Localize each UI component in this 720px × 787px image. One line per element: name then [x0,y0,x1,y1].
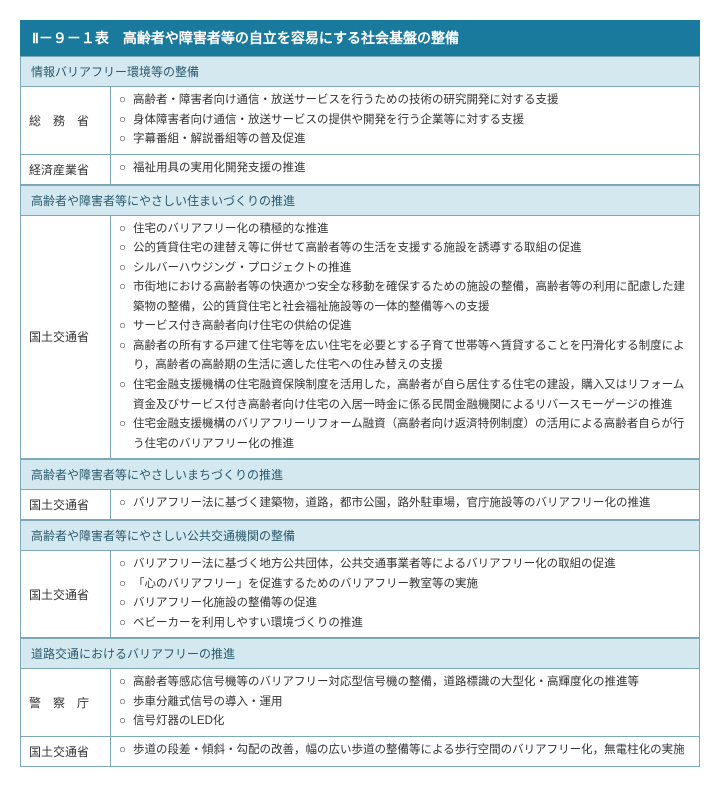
bullet-icon: ○ [119,376,133,415]
list-item: ○高齢者・障害者向け通信・放送サービスを行うための技術の研究開発に対する支援 [119,91,691,111]
table-row: 国土交通省○バリアフリー法に基づく地方公共団体，公共交通事業者等によるバリアフリ… [21,551,699,638]
bullet-icon: ○ [119,614,133,634]
content-cell: ○バリアフリー法に基づく地方公共団体，公共交通事業者等によるバリアフリー化の取組… [111,551,699,637]
bullet-icon: ○ [119,130,133,150]
item-text: バリアフリー法に基づく建築物，道路，都市公園，路外駐車場，官庁施設等のバリアフリ… [133,494,691,514]
table-title: Ⅱ－９－１表 高齢者や障害者等の自立を容易にする社会基盤の整備 [20,20,700,56]
item-text: バリアフリー化施設の整備等の促進 [133,594,691,614]
list-item: ○住宅金融支援機構のバリアフリーリフォーム融資（高齢者向け返済特例制度）の活用に… [119,415,691,454]
list-item: ○住宅のバリアフリー化の積極的な推進 [119,220,691,240]
bullet-icon: ○ [119,91,133,111]
table-row: 国土交通省 ○歩道の段差・傾斜・勾配の改善，幅の広い歩道の整備等による歩行空間のバ… [21,737,699,766]
table-row: 総 務 省○高齢者・障害者向け通信・放送サービスを行うための技術の研究開発に対す… [21,87,699,155]
list-item: ○「心のバリアフリー」を促進するためのバリアフリー教室等の実施 [119,575,691,595]
section-header: 高齢者や障害者等にやさしい公共交通機関の整備 [21,520,699,551]
content-cell: ○歩道の段差・傾斜・勾配の改善，幅の広い歩道の整備等による歩行空間のバリアフリー… [111,737,699,766]
ministry-cell: 総 務 省 [21,87,111,154]
item-text: 住宅金融支援機構のバリアフリーリフォーム融資（高齢者向け返済特例制度）の活用によ… [133,415,691,454]
bullet-icon: ○ [119,337,133,376]
list-item: ○バリアフリー法に基づく地方公共団体，公共交通事業者等によるバリアフリー化の取組… [119,555,691,575]
list-item: ○歩車分離式信号の導入・運用 [119,693,691,713]
item-text: シルバーハウジング・プロジェクトの推進 [133,259,691,279]
content-cell: ○バリアフリー法に基づく建築物，道路，都市公園，路外駐車場，官庁施設等のバリアフ… [111,490,699,519]
item-text: 歩車分離式信号の導入・運用 [133,693,691,713]
bullet-icon: ○ [119,575,133,595]
section-header: 高齢者や障害者等にやさしいまちづくりの推進 [21,459,699,490]
item-text: バリアフリー法に基づく地方公共団体，公共交通事業者等によるバリアフリー化の取組の… [133,555,691,575]
item-text: 福祉用具の実用化開発支援の推進 [133,159,691,179]
bullet-icon: ○ [119,220,133,240]
item-text: 市街地における高齢者等の快適かつ安全な移動を確保するための施設の整備，高齢者等の… [133,278,691,317]
list-item: ○公的賃貸住宅の建替え等に併せて高齢者等の生活を支援する施設を誘導する取組の促進 [119,239,691,259]
item-text: 高齢者・障害者向け通信・放送サービスを行うための技術の研究開発に対する支援 [133,91,691,111]
item-text: 住宅金融支援機構の住宅融資保険制度を活用した，高齢者が自ら居住する住宅の建設，購… [133,376,691,415]
item-text: 住宅のバリアフリー化の積極的な推進 [133,220,691,240]
bullet-icon: ○ [119,555,133,575]
list-item: ○高齢者等感応信号機等のバリアフリー対応型信号機の整備，道路標識の大型化・高輝度… [119,673,691,693]
content-cell: ○高齢者・障害者向け通信・放送サービスを行うための技術の研究開発に対する支援○身… [111,87,699,154]
item-text: 高齢者等感応信号機等のバリアフリー対応型信号機の整備，道路標識の大型化・高輝度化… [133,673,691,693]
bullet-icon: ○ [119,159,133,179]
content-table: 情報バリアフリー環境等の整備総 務 省○高齢者・障害者向け通信・放送サービスを行… [20,56,700,767]
item-text: 信号灯器のLED化 [133,712,691,732]
item-text: 字幕番組・解説番組等の普及促進 [133,130,691,150]
item-text: サービス付き高齢者向け住宅の供給の促進 [133,317,691,337]
bullet-icon: ○ [119,278,133,317]
content-cell: ○住宅のバリアフリー化の積極的な推進○公的賃貸住宅の建替え等に併せて高齢者等の生… [111,216,699,459]
bullet-icon: ○ [119,415,133,454]
item-text: ベビーカーを利用しやすい環境づくりの推進 [133,614,691,634]
ministry-cell: 警 察 庁 [21,669,111,736]
item-text: 歩道の段差・傾斜・勾配の改善，幅の広い歩道の整備等による歩行空間のバリアフリー化… [133,741,691,761]
bullet-icon: ○ [119,741,133,761]
list-item: ○信号灯器のLED化 [119,712,691,732]
list-item: ○シルバーハウジング・プロジェクトの推進 [119,259,691,279]
ministry-cell: 国土交通省 [21,551,111,637]
table-row: 経済産業省 ○福祉用具の実用化開発支援の推進 [21,155,699,185]
item-text: 「心のバリアフリー」を促進するためのバリアフリー教室等の実施 [133,575,691,595]
item-text: 身体障害者向け通信・放送サービスの提供や開発を行う企業等に対する支援 [133,111,691,131]
bullet-icon: ○ [119,494,133,514]
list-item: ○身体障害者向け通信・放送サービスの提供や開発を行う企業等に対する支援 [119,111,691,131]
item-text: 公的賃貸住宅の建替え等に併せて高齢者等の生活を支援する施設を誘導する取組の促進 [133,239,691,259]
bullet-icon: ○ [119,693,133,713]
list-item: ○福祉用具の実用化開発支援の推進 [119,159,691,179]
list-item: ○市街地における高齢者等の快適かつ安全な移動を確保するための施設の整備，高齢者等… [119,278,691,317]
list-item: ○ベビーカーを利用しやすい環境づくりの推進 [119,614,691,634]
section-header: 情報バリアフリー環境等の整備 [21,56,699,87]
ministry-cell: 経済産業省 [21,155,111,184]
bullet-icon: ○ [119,317,133,337]
bullet-icon: ○ [119,259,133,279]
list-item: ○高齢者の所有する戸建て住宅等を広い住宅を必要とする子育て世帯等へ賃貸することを… [119,337,691,376]
content-cell: ○高齢者等感応信号機等のバリアフリー対応型信号機の整備，道路標識の大型化・高輝度… [111,669,699,736]
list-item: ○住宅金融支援機構の住宅融資保険制度を活用した，高齢者が自ら居住する住宅の建設，… [119,376,691,415]
list-item: ○歩道の段差・傾斜・勾配の改善，幅の広い歩道の整備等による歩行空間のバリアフリー… [119,741,691,761]
list-item: ○バリアフリー化施設の整備等の促進 [119,594,691,614]
table-row: 国土交通省 ○バリアフリー法に基づく建築物，道路，都市公園，路外駐車場，官庁施設等… [21,490,699,520]
item-text: 高齢者の所有する戸建て住宅等を広い住宅を必要とする子育て世帯等へ賃貸することを円… [133,337,691,376]
ministry-cell: 国土交通省 [21,737,111,766]
ministry-cell: 国土交通省 [21,490,111,519]
bullet-icon: ○ [119,239,133,259]
section-header: 高齢者や障害者等にやさしい住まいづくりの推進 [21,185,699,216]
table-row: 国土交通省○住宅のバリアフリー化の積極的な推進○公的賃貸住宅の建替え等に併せて高… [21,216,699,460]
list-item: ○バリアフリー法に基づく建築物，道路，都市公園，路外駐車場，官庁施設等のバリアフ… [119,494,691,514]
table-row: 警 察 庁 ○高齢者等感応信号機等のバリアフリー対応型信号機の整備，道路標識の大型… [21,669,699,737]
ministry-cell: 国土交通省 [21,216,111,459]
bullet-icon: ○ [119,594,133,614]
bullet-icon: ○ [119,712,133,732]
bullet-icon: ○ [119,673,133,693]
list-item: ○字幕番組・解説番組等の普及促進 [119,130,691,150]
bullet-icon: ○ [119,111,133,131]
section-header: 道路交通におけるバリアフリーの推進 [21,638,699,669]
list-item: ○サービス付き高齢者向け住宅の供給の促進 [119,317,691,337]
content-cell: ○福祉用具の実用化開発支援の推進 [111,155,699,184]
